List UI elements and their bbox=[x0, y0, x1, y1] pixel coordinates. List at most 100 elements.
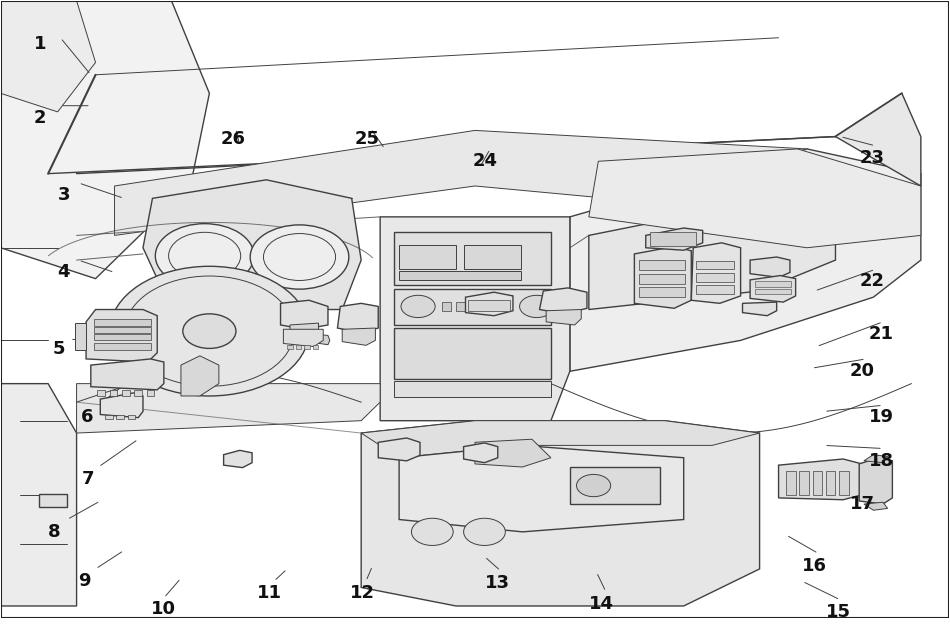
Polygon shape bbox=[475, 439, 551, 467]
Text: 15: 15 bbox=[826, 603, 851, 621]
Bar bbox=[287, 346, 293, 349]
Text: 9: 9 bbox=[79, 572, 91, 590]
Polygon shape bbox=[361, 421, 760, 606]
Bar bbox=[399, 271, 521, 280]
Polygon shape bbox=[290, 331, 330, 345]
Text: 20: 20 bbox=[849, 362, 875, 380]
Polygon shape bbox=[361, 421, 760, 457]
Bar bbox=[94, 319, 150, 326]
Polygon shape bbox=[859, 458, 892, 504]
Circle shape bbox=[411, 518, 453, 546]
Bar bbox=[755, 281, 791, 287]
Polygon shape bbox=[589, 149, 921, 248]
Text: 2: 2 bbox=[34, 109, 47, 127]
Bar bbox=[799, 471, 808, 495]
Polygon shape bbox=[110, 390, 118, 396]
Text: 10: 10 bbox=[150, 600, 176, 618]
Bar bbox=[468, 299, 510, 311]
Polygon shape bbox=[283, 329, 323, 347]
Bar bbox=[39, 494, 67, 507]
Text: 24: 24 bbox=[473, 152, 498, 170]
Text: 6: 6 bbox=[82, 408, 94, 426]
Polygon shape bbox=[835, 93, 921, 186]
Bar bbox=[696, 273, 734, 282]
Bar bbox=[696, 286, 734, 294]
Bar bbox=[295, 346, 301, 349]
Polygon shape bbox=[48, 112, 930, 433]
Bar bbox=[399, 244, 456, 269]
Circle shape bbox=[110, 266, 309, 396]
Polygon shape bbox=[779, 459, 862, 500]
Polygon shape bbox=[101, 393, 143, 418]
Text: 26: 26 bbox=[220, 131, 246, 148]
Bar bbox=[639, 260, 685, 270]
Polygon shape bbox=[1, 384, 77, 606]
Circle shape bbox=[155, 224, 254, 288]
Bar bbox=[839, 471, 848, 495]
Polygon shape bbox=[94, 331, 129, 347]
Text: 16: 16 bbox=[802, 557, 827, 574]
Bar bbox=[484, 302, 494, 311]
Polygon shape bbox=[570, 149, 921, 371]
Polygon shape bbox=[147, 390, 154, 396]
Bar bbox=[94, 327, 150, 333]
Polygon shape bbox=[223, 451, 252, 468]
Text: 21: 21 bbox=[868, 325, 894, 343]
Polygon shape bbox=[546, 309, 581, 325]
Circle shape bbox=[401, 295, 435, 318]
Text: 4: 4 bbox=[58, 263, 70, 281]
Polygon shape bbox=[378, 438, 420, 461]
Polygon shape bbox=[143, 180, 361, 309]
Bar bbox=[456, 302, 466, 311]
Polygon shape bbox=[290, 323, 318, 341]
Polygon shape bbox=[86, 309, 157, 362]
Polygon shape bbox=[77, 384, 380, 433]
Bar bbox=[117, 414, 124, 419]
Polygon shape bbox=[135, 390, 142, 396]
Polygon shape bbox=[1, 1, 96, 112]
Bar bbox=[826, 471, 835, 495]
Polygon shape bbox=[589, 198, 835, 309]
Text: 17: 17 bbox=[849, 495, 875, 512]
Polygon shape bbox=[180, 356, 218, 396]
Bar bbox=[812, 471, 822, 495]
Bar bbox=[639, 288, 685, 297]
Circle shape bbox=[577, 474, 611, 497]
Polygon shape bbox=[98, 390, 105, 396]
Bar bbox=[94, 334, 150, 341]
Polygon shape bbox=[77, 495, 361, 606]
Bar bbox=[464, 244, 521, 269]
Text: 23: 23 bbox=[859, 149, 884, 167]
Circle shape bbox=[182, 314, 236, 348]
Polygon shape bbox=[464, 443, 498, 462]
Polygon shape bbox=[864, 503, 887, 510]
Bar bbox=[394, 381, 551, 398]
Bar bbox=[499, 302, 508, 311]
Text: 12: 12 bbox=[350, 584, 375, 602]
Text: 19: 19 bbox=[868, 408, 894, 426]
Text: 1: 1 bbox=[34, 34, 47, 52]
Text: 8: 8 bbox=[48, 522, 61, 541]
Polygon shape bbox=[75, 323, 86, 349]
Text: 18: 18 bbox=[868, 452, 894, 469]
Polygon shape bbox=[380, 217, 570, 421]
Circle shape bbox=[250, 225, 349, 289]
Polygon shape bbox=[750, 257, 790, 278]
Bar bbox=[639, 274, 685, 284]
Text: 3: 3 bbox=[58, 186, 70, 204]
Circle shape bbox=[520, 295, 554, 318]
Text: 5: 5 bbox=[53, 341, 66, 358]
Polygon shape bbox=[1, 1, 209, 279]
Polygon shape bbox=[123, 390, 130, 396]
Polygon shape bbox=[540, 288, 587, 314]
Bar bbox=[651, 232, 696, 246]
Polygon shape bbox=[743, 302, 777, 316]
Polygon shape bbox=[635, 246, 692, 308]
Polygon shape bbox=[48, 13, 930, 186]
Bar bbox=[94, 344, 150, 349]
Polygon shape bbox=[399, 446, 684, 532]
Bar bbox=[394, 289, 551, 325]
Text: 13: 13 bbox=[484, 574, 509, 592]
Polygon shape bbox=[342, 328, 375, 346]
Text: 22: 22 bbox=[859, 272, 884, 291]
